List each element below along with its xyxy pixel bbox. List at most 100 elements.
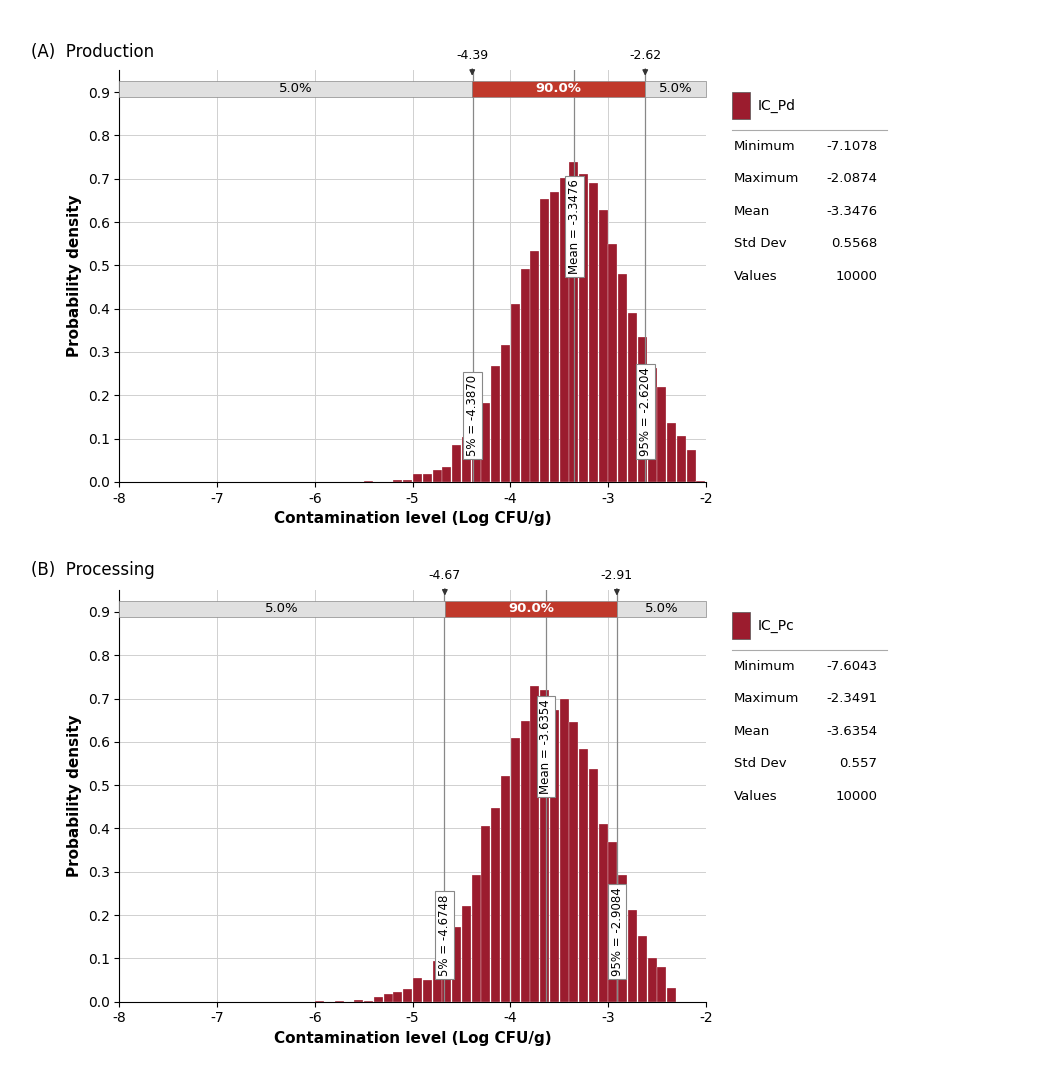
Text: Std Dev: Std Dev [734,237,787,250]
Bar [648,367,657,482]
Text: -3.3476: -3.3476 [826,205,877,218]
Bar [619,274,627,482]
Bar [579,174,589,482]
Text: Mean: Mean [734,205,770,218]
Bar [608,244,618,482]
Y-axis label: Probability density: Probability density [67,195,82,357]
Bar [579,748,589,1002]
Text: -4.67: -4.67 [429,569,461,582]
Text: 5% = -4.6748: 5% = -4.6748 [438,895,450,976]
Bar [540,690,549,1002]
Text: 90.0%: 90.0% [536,82,581,95]
Text: 0.5568: 0.5568 [830,237,877,250]
Bar [570,722,578,1002]
Bar [599,210,607,482]
Bar [501,777,510,1002]
Bar [667,423,676,482]
Bar [520,269,529,482]
Bar [445,600,617,617]
Bar [354,1001,363,1002]
Bar [511,738,520,1002]
Text: 5% = -4.3870: 5% = -4.3870 [466,375,479,456]
Text: 10000: 10000 [836,790,877,803]
Bar [442,467,452,482]
Text: -2.3491: -2.3491 [826,692,877,705]
Text: Mean = -3.3476: Mean = -3.3476 [568,179,580,274]
Bar [491,808,500,1002]
Bar [119,81,472,97]
Bar [422,474,432,482]
Bar [119,600,445,617]
Text: 90.0%: 90.0% [508,602,554,615]
Bar [667,988,676,1002]
Bar [559,699,569,1002]
Text: Std Dev: Std Dev [734,757,787,770]
Bar [619,875,627,1002]
Bar [453,927,461,1002]
Text: 5.0%: 5.0% [645,602,678,615]
Bar [628,313,637,482]
Text: Maximum: Maximum [734,172,799,185]
Text: -7.6043: -7.6043 [826,660,877,673]
Bar [617,600,706,617]
Text: IC_Pd: IC_Pd [758,99,796,114]
Bar [608,841,618,1002]
Text: IC_Pc: IC_Pc [758,619,794,632]
Text: 5.0%: 5.0% [279,82,312,95]
Bar [696,481,706,482]
Bar [511,304,520,482]
Bar [374,997,383,1002]
Bar [570,162,578,482]
Bar [413,978,422,1002]
Text: Mean = -3.6354: Mean = -3.6354 [540,700,552,794]
Bar [462,436,471,482]
Bar [453,445,461,482]
Y-axis label: Probability density: Probability density [67,715,82,877]
Bar [599,824,607,1002]
Bar [422,980,432,1002]
Bar [482,403,490,482]
Bar [471,416,481,482]
Bar [648,957,657,1002]
Text: 0.557: 0.557 [839,757,877,770]
Bar [491,366,500,482]
Text: -3.6354: -3.6354 [826,725,877,738]
Bar [472,81,646,97]
Bar [677,435,686,482]
Bar [433,961,441,1002]
Bar [589,183,598,482]
Bar [637,936,647,1002]
Bar [550,192,558,482]
Text: -2.91: -2.91 [601,569,633,582]
Bar [530,251,540,482]
Text: 10000: 10000 [836,270,877,283]
Bar [482,826,490,1002]
Text: (A)  Production: (A) Production [31,43,155,62]
Text: -2.62: -2.62 [629,49,661,62]
Text: Mean: Mean [734,725,770,738]
Bar [393,992,403,1002]
Bar [646,81,706,97]
Bar [628,910,637,1002]
Text: (B)  Processing: (B) Processing [31,561,155,579]
Bar [413,473,422,482]
Text: Maximum: Maximum [734,692,799,705]
X-axis label: Contamination level (Log CFU/g): Contamination level (Log CFU/g) [274,511,551,526]
Bar [403,480,412,482]
Bar [530,686,540,1002]
Text: 5.0%: 5.0% [659,82,692,95]
Bar [687,449,695,482]
Text: 95% = -2.6204: 95% = -2.6204 [638,367,652,456]
Text: Values: Values [734,790,777,803]
Bar [657,388,666,482]
Text: -4.39: -4.39 [456,49,488,62]
Bar [462,905,471,1002]
Bar [520,721,529,1002]
Text: 95% = -2.9084: 95% = -2.9084 [610,887,624,976]
X-axis label: Contamination level (Log CFU/g): Contamination level (Log CFU/g) [274,1031,551,1046]
Text: Minimum: Minimum [734,660,795,673]
Bar [550,710,558,1002]
Bar [384,994,392,1002]
Text: -7.1078: -7.1078 [826,140,877,153]
Text: Values: Values [734,270,777,283]
